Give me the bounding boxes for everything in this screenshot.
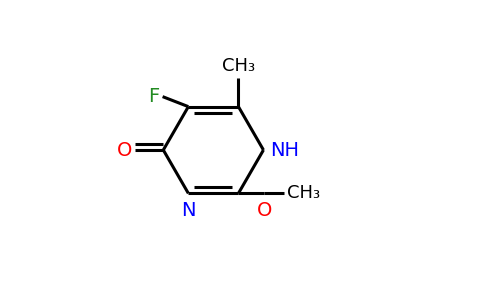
Text: CH₃: CH₃	[287, 184, 320, 202]
Text: O: O	[117, 140, 132, 160]
Text: N: N	[181, 200, 196, 220]
Text: CH₃: CH₃	[222, 57, 255, 75]
Text: NH: NH	[271, 140, 300, 160]
Text: F: F	[149, 87, 160, 106]
Text: O: O	[257, 200, 272, 220]
